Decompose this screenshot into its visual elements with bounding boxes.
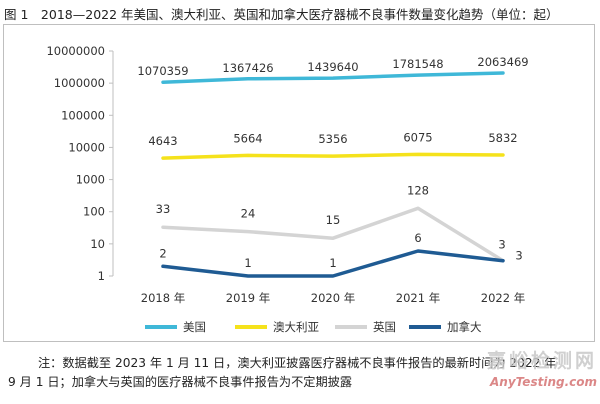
data-label: 4643 — [148, 134, 177, 148]
x-tick-label: 2019 年 — [226, 291, 270, 305]
series-line-2 — [161, 206, 505, 263]
footnote: 注：数据截至 2023 年 1 月 11 日，澳大利亚披露医疗器械不良事件报告的… — [8, 354, 596, 392]
chart-frame — [3, 24, 595, 342]
series-line-1 — [161, 152, 505, 160]
data-label: 1 — [329, 256, 336, 270]
y-tick-label: 100000 — [61, 108, 105, 122]
footnote-line-1: 注：数据截至 2023 年 1 月 11 日，澳大利亚披露医疗器械不良事件报告的… — [38, 356, 557, 370]
data-label: 33 — [156, 202, 171, 216]
data-label: 1070359 — [137, 64, 188, 78]
data-label: 3 — [515, 249, 522, 263]
data-label: 1439640 — [307, 60, 358, 74]
data-label: 5664 — [233, 131, 262, 145]
data-label: 2 — [159, 246, 166, 260]
x-tick-label: 2021 年 — [396, 291, 440, 305]
series-line-0 — [161, 71, 505, 84]
footnote-line-2: 9 月 1 日；加拿大与英国的医疗器械不良事件报告为不定期披露 — [8, 375, 353, 389]
x-tick-label: 2022 年 — [481, 291, 525, 305]
x-tick-label: 2018 年 — [141, 291, 185, 305]
data-label: 6 — [414, 231, 421, 245]
line-chart: 1 10 100 1000 10000 100000 1000000 10000000 2018… — [46, 44, 528, 334]
data-label: 1 — [244, 256, 251, 270]
watermark-text-en: AnyTesting.com — [490, 375, 597, 389]
data-label: 3 — [498, 238, 505, 252]
data-label: 1367426 — [222, 61, 273, 75]
legend-label: 澳大利亚 — [273, 320, 319, 334]
data-label: 24 — [241, 207, 256, 221]
x-tick-label: 2020 年 — [311, 291, 355, 305]
y-tick-label: 10000000 — [46, 44, 105, 58]
data-label: 128 — [407, 183, 429, 197]
series-line-3 — [161, 249, 505, 278]
figure-title: 图 1 2018—2022 年美国、澳大利亚、英国和加拿大医疗器械不良事件数量变… — [4, 7, 559, 22]
y-tick-label: 1 — [98, 269, 105, 283]
y-tick-label: 100 — [83, 205, 105, 219]
data-label: 15 — [326, 213, 341, 227]
data-label: 1781548 — [392, 57, 443, 71]
data-label: 2063469 — [477, 55, 528, 69]
legend-label: 英国 — [373, 320, 396, 334]
y-tick-label: 10000 — [68, 140, 105, 154]
y-tick-label: 1000 — [76, 173, 105, 187]
y-tick-label: 10 — [90, 237, 105, 251]
data-label: 6075 — [403, 130, 432, 144]
y-tick-label: 1000000 — [54, 76, 105, 90]
legend-label: 加拿大 — [447, 320, 482, 334]
data-label: 5832 — [488, 131, 517, 145]
watermark: 嘉峪检测网 AnyTesting.com — [452, 346, 597, 389]
watermark-text-cn: 嘉峪检测网 — [486, 350, 597, 372]
data-label: 5356 — [318, 132, 347, 146]
legend-label: 美国 — [183, 320, 206, 334]
